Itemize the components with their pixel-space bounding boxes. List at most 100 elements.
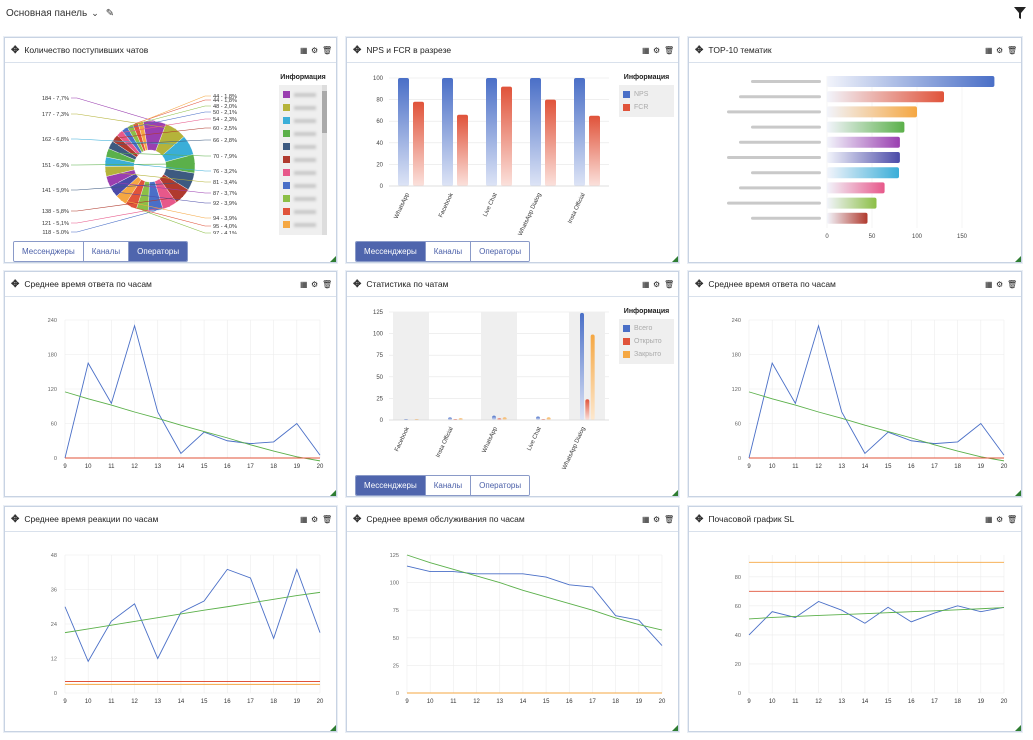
legend-item[interactable]: [283, 192, 323, 205]
x-tick-label: 17: [247, 464, 254, 470]
y-tick-label: 24: [51, 622, 57, 628]
pie-leader-line: [71, 181, 193, 191]
export-icon[interactable]: ▦: [985, 46, 993, 55]
resize-handle[interactable]: [1015, 725, 1021, 731]
x-tick-label: 16: [566, 699, 573, 705]
pie-slice-label: 70 - 7,9%: [213, 154, 237, 160]
series-line: [64, 324, 321, 459]
gear-icon[interactable]: ⚙: [653, 515, 661, 524]
y-tick-label: 0: [54, 456, 57, 462]
legend-item[interactable]: NPS: [623, 88, 670, 101]
tab-messengers[interactable]: Мессенджеры: [356, 476, 426, 495]
legend-item[interactable]: FCR: [623, 101, 670, 114]
tab-messengers[interactable]: Мессенджеры: [14, 242, 84, 261]
y-tick-label: 100: [373, 76, 384, 82]
legend-item[interactable]: [283, 166, 323, 179]
tab-channels[interactable]: Каналы: [425, 476, 472, 495]
drag-handle-icon[interactable]: ✥: [353, 513, 362, 525]
export-icon[interactable]: ▦: [300, 280, 308, 289]
dashboard-selector[interactable]: Основная панель ⌄ ✎: [6, 8, 114, 19]
resize-handle[interactable]: [330, 490, 336, 496]
trash-icon[interactable]: 🗑: [664, 515, 675, 524]
legend-item[interactable]: [283, 127, 323, 140]
drag-handle-icon[interactable]: ✥: [695, 513, 704, 525]
tab-messengers[interactable]: Мессенджеры: [356, 242, 426, 261]
legend-item[interactable]: Закрыто: [623, 348, 670, 361]
resize-handle[interactable]: [672, 490, 678, 496]
trash-icon[interactable]: 🗑: [1007, 515, 1018, 524]
legend-item[interactable]: Открыто: [623, 335, 670, 348]
pie-leader-line: [71, 196, 184, 212]
tab-channels[interactable]: Каналы: [83, 242, 130, 261]
drag-handle-icon[interactable]: ✥: [11, 513, 20, 525]
gear-icon[interactable]: ⚙: [311, 280, 319, 289]
filter-icon[interactable]: [1013, 6, 1027, 20]
bar: [827, 182, 885, 194]
legend-item[interactable]: [283, 205, 323, 218]
resize-handle[interactable]: [1015, 256, 1021, 262]
trash-icon[interactable]: 🗑: [322, 280, 333, 289]
category-label-redacted: [751, 171, 821, 175]
tab-channels[interactable]: Каналы: [425, 242, 472, 261]
gear-icon[interactable]: ⚙: [996, 515, 1004, 524]
y-tick-label: 60: [376, 119, 383, 125]
gear-icon[interactable]: ⚙: [996, 46, 1004, 55]
bar: [413, 101, 424, 186]
legend-item[interactable]: [283, 101, 323, 114]
category-label-redacted: [751, 80, 821, 83]
gear-icon[interactable]: ⚙: [311, 515, 319, 524]
x-tick-label: 20: [317, 464, 324, 470]
export-icon[interactable]: ▦: [642, 280, 650, 289]
trash-icon[interactable]: 🗑: [1007, 280, 1018, 289]
edit-pencil-icon[interactable]: ✎: [105, 8, 115, 19]
export-icon[interactable]: ▦: [642, 46, 650, 55]
drag-handle-icon[interactable]: ✥: [11, 278, 20, 290]
drag-handle-icon[interactable]: ✥: [11, 44, 20, 56]
bar: [501, 86, 512, 186]
resize-handle[interactable]: [330, 725, 336, 731]
trash-icon[interactable]: 🗑: [322, 46, 333, 55]
trash-icon[interactable]: 🗑: [664, 46, 675, 55]
legend-item[interactable]: [283, 114, 323, 127]
legend-item[interactable]: [283, 140, 323, 153]
resize-handle[interactable]: [672, 725, 678, 731]
y-tick-label: 20: [735, 662, 741, 668]
gear-icon[interactable]: ⚙: [311, 46, 319, 55]
gear-icon[interactable]: ⚙: [996, 280, 1004, 289]
export-icon[interactable]: ▦: [300, 515, 308, 524]
export-icon[interactable]: ▦: [985, 280, 993, 289]
legend-item[interactable]: Всего: [623, 322, 670, 335]
gear-icon[interactable]: ⚙: [653, 280, 661, 289]
bar: [486, 78, 497, 186]
export-icon[interactable]: ▦: [985, 515, 993, 524]
legend-scrollbar[interactable]: [322, 85, 327, 235]
tab-operators[interactable]: Операторы: [129, 242, 188, 261]
tab-operators[interactable]: Операторы: [471, 476, 530, 495]
legend-item[interactable]: [283, 153, 323, 166]
gear-icon[interactable]: ⚙: [653, 46, 661, 55]
drag-handle-icon[interactable]: ✥: [695, 44, 704, 56]
export-icon[interactable]: ▦: [300, 46, 308, 55]
resize-handle[interactable]: [672, 256, 678, 262]
drag-handle-icon[interactable]: ✥: [695, 278, 704, 290]
tab-group: Мессенджеры Каналы Операторы: [355, 475, 531, 496]
pie-leader-line: [129, 105, 211, 127]
resize-handle[interactable]: [1015, 490, 1021, 496]
legend-swatch: [283, 143, 290, 150]
legend-item[interactable]: [283, 88, 323, 101]
trash-icon[interactable]: 🗑: [322, 515, 333, 524]
drag-handle-icon[interactable]: ✥: [353, 44, 362, 56]
legend-label: NPS: [634, 91, 649, 98]
category-label-redacted: [727, 110, 821, 114]
drag-handle-icon[interactable]: ✥: [353, 278, 362, 290]
trash-icon[interactable]: 🗑: [1007, 46, 1018, 55]
export-icon[interactable]: ▦: [642, 515, 650, 524]
y-tick-label: 50: [393, 636, 399, 642]
tab-operators[interactable]: Операторы: [471, 242, 530, 261]
legend-item[interactable]: [283, 179, 323, 192]
resize-handle[interactable]: [330, 256, 336, 262]
y-tick-label: 40: [376, 141, 383, 147]
panel-header: ✥ Почасовой график SL ▦ ⚙ 🗑: [689, 507, 1021, 532]
trash-icon[interactable]: 🗑: [664, 280, 675, 289]
legend-item[interactable]: [283, 218, 323, 231]
